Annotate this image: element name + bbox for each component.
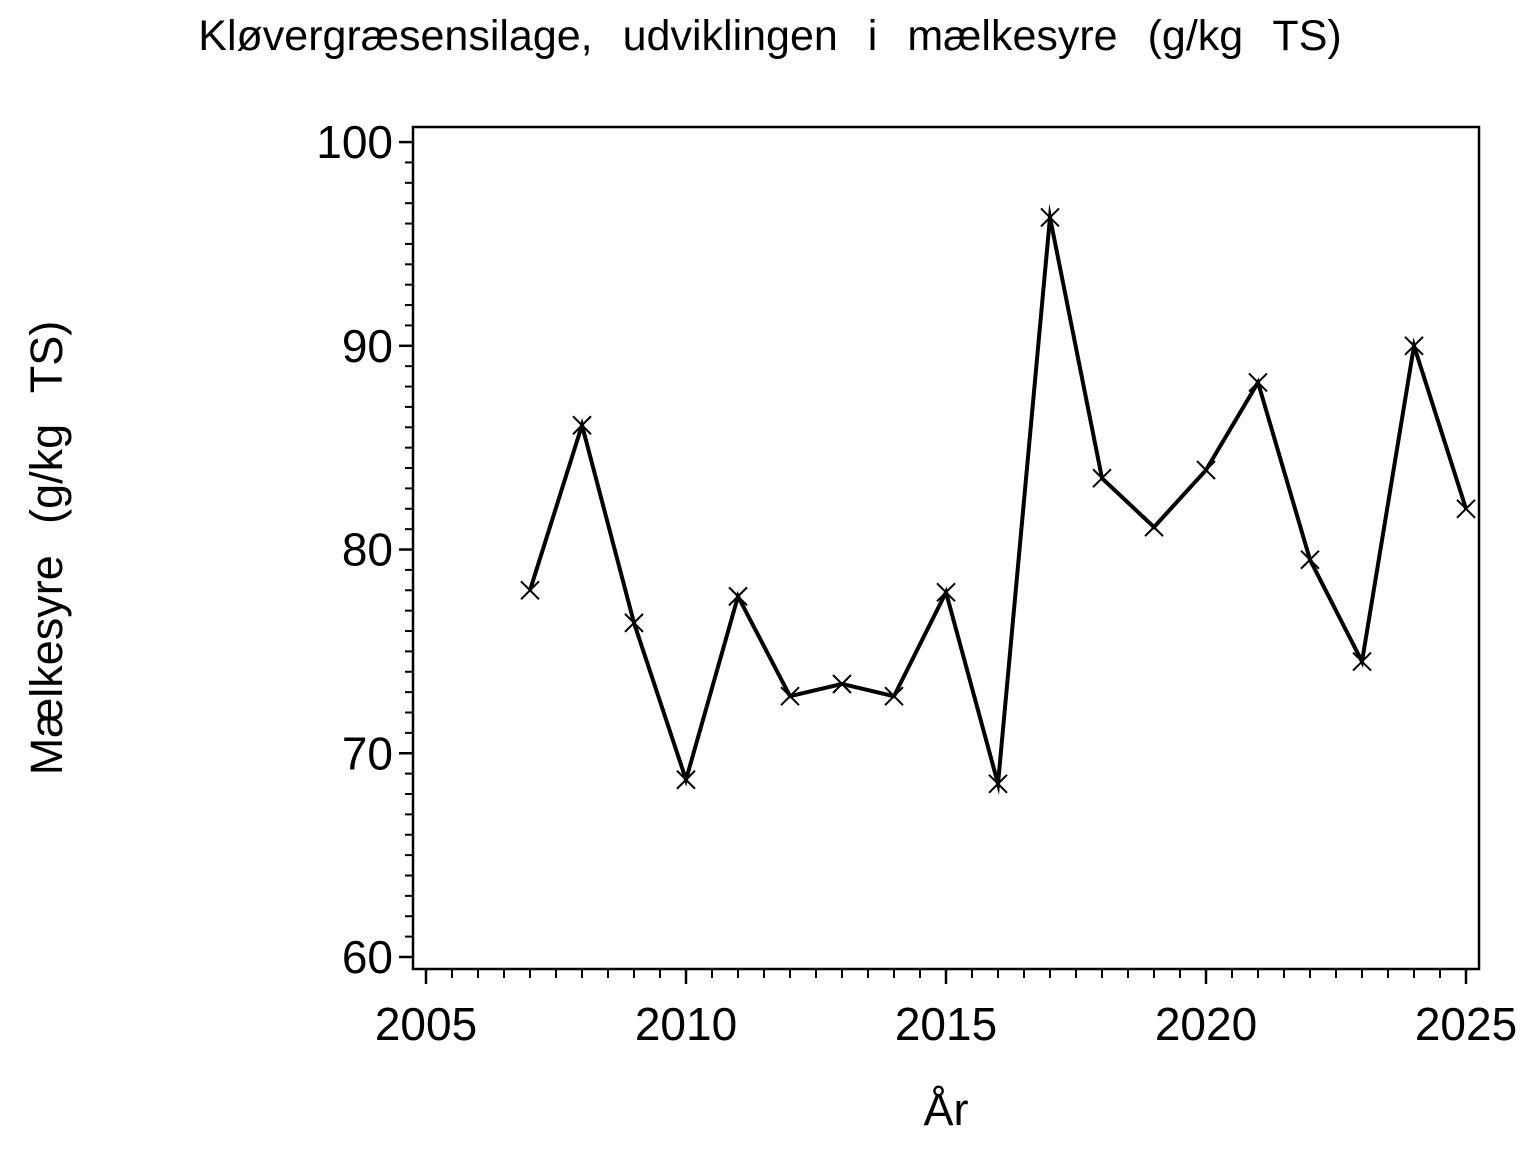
chart-title: Kløvergræsensilage, udviklingen i mælkes… (198, 12, 1341, 60)
x-marker (780, 686, 800, 706)
x-marker (1092, 468, 1112, 488)
x-marker (832, 674, 852, 694)
y-axis-tick-labels: 60 70 80 90 100 (316, 116, 393, 983)
data-point-markers (520, 207, 1476, 794)
x-axis-title: År (924, 1084, 969, 1135)
x-tick-label: 2025 (1415, 998, 1517, 1050)
x-marker (936, 582, 956, 603)
x-marker (572, 415, 592, 435)
x-marker (1456, 499, 1476, 519)
y-tick-label: 80 (342, 524, 393, 576)
y-tick-label: 100 (316, 116, 393, 168)
y-axis-ticks (399, 140, 413, 959)
plot-area: 60 70 80 90 100 2005 2010 2015 2020 2025 (316, 116, 1517, 1050)
x-tick-label: 2020 (1155, 998, 1257, 1050)
x-marker (1196, 460, 1216, 480)
y-tick-label: 60 (342, 931, 393, 983)
x-marker (728, 586, 748, 607)
x-marker (624, 613, 644, 633)
x-marker (1248, 372, 1268, 393)
x-marker (676, 770, 696, 790)
x-axis-ticks (424, 969, 1468, 984)
x-axis-tick-labels: 2005 2010 2015 2020 2025 (375, 998, 1517, 1050)
x-marker (884, 686, 904, 706)
x-marker (988, 774, 1008, 794)
x-marker (520, 580, 540, 600)
x-marker (1144, 517, 1164, 537)
y-tick-label: 90 (342, 320, 393, 372)
x-marker (1352, 651, 1372, 672)
y-tick-label: 70 (342, 727, 393, 779)
x-tick-label: 2015 (895, 998, 997, 1050)
x-tick-label: 2010 (635, 998, 737, 1050)
x-marker (1300, 550, 1320, 570)
x-marker (1404, 336, 1424, 356)
x-tick-label: 2005 (375, 998, 477, 1050)
x-marker (1040, 207, 1060, 228)
y-axis-title: Mælkesyre (g/kg TS) (21, 321, 72, 776)
